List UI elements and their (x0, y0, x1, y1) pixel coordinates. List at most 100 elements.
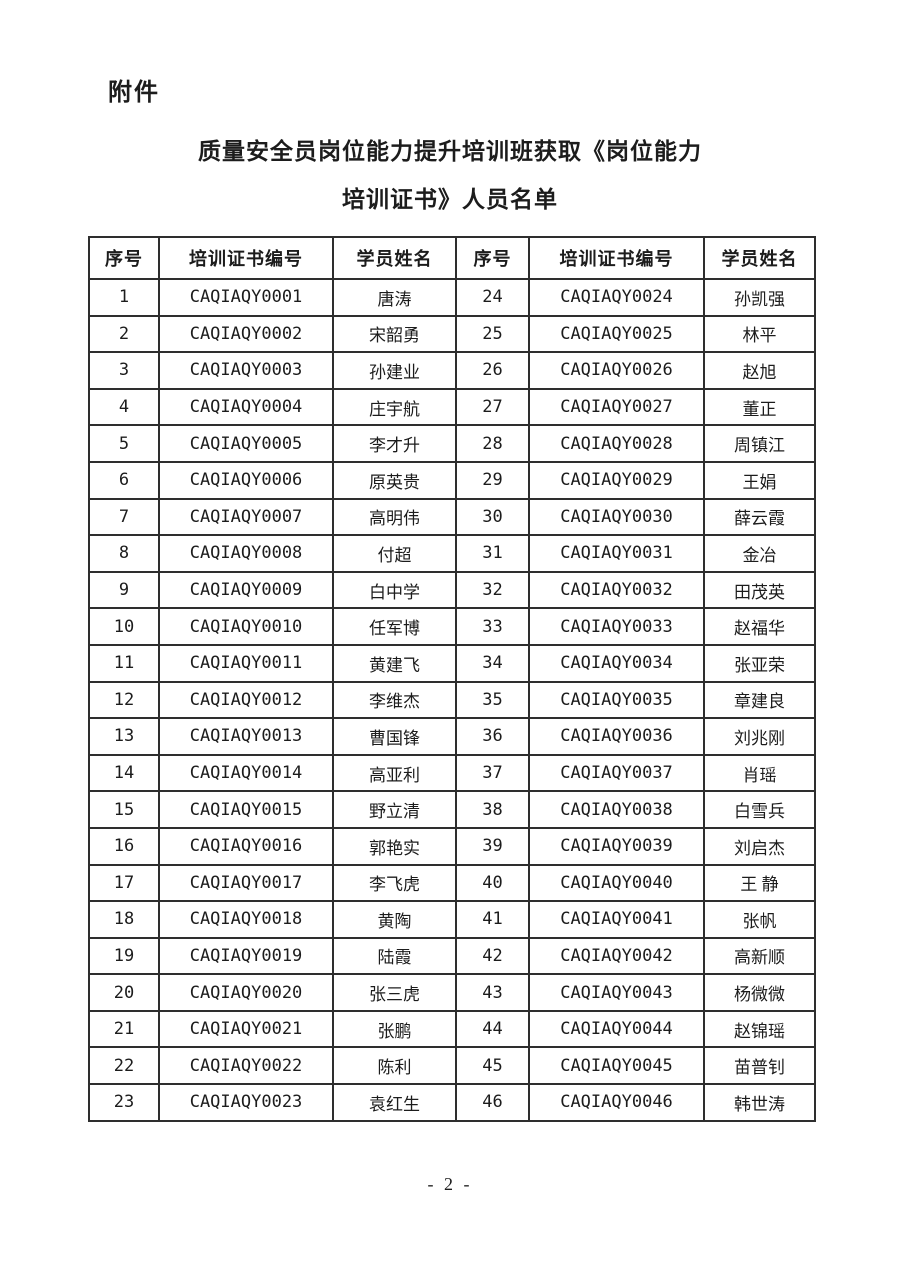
student-name-cell: 黄陶 (332, 900, 457, 939)
certificate-number-cell: CAQIAQY0015 (158, 790, 334, 829)
student-name-cell: 薛云霞 (703, 497, 816, 537)
serial-number-cell: 24 (455, 278, 530, 317)
student-name-cell: 肖瑶 (703, 753, 816, 793)
certificate-roster-table: 序号 培训证书编号 学员姓名 序号 培训证书编号 学员姓名 1 CAQIAQY00… (88, 236, 816, 1122)
certificate-number-cell: CAQIAQY0025 (528, 314, 705, 354)
certificate-number-cell: CAQIAQY0046 (528, 1083, 705, 1122)
student-name-cell: 赵旭 (703, 351, 816, 390)
student-name-cell: 陆霞 (332, 936, 457, 976)
student-name-cell: 韩世涛 (703, 1083, 816, 1122)
serial-number-cell: 3 (88, 351, 160, 390)
student-name-cell: 张亚荣 (703, 643, 816, 683)
certificate-number-cell: CAQIAQY0029 (528, 460, 705, 500)
student-name-cell: 高明伟 (332, 497, 457, 537)
serial-number-cell: 34 (455, 643, 530, 683)
certificate-number-cell: CAQIAQY0038 (528, 790, 705, 829)
table-header-row: 序号 培训证书编号 学员姓名 序号 培训证书编号 学员姓名 (88, 236, 816, 280)
student-name-cell: 唐涛 (332, 278, 457, 317)
serial-number-cell: 39 (455, 826, 530, 866)
certificate-number-cell: CAQIAQY0005 (158, 424, 334, 463)
serial-number-cell: 17 (88, 863, 160, 903)
certificate-number-cell: CAQIAQY0041 (528, 900, 705, 939)
student-name-cell: 李飞虎 (332, 863, 457, 903)
table-row: 16 CAQIAQY0016 郭艳实 39 CAQIAQY0039 刘启杰 (88, 826, 816, 866)
student-name-cell: 李才升 (332, 424, 457, 463)
serial-number-cell: 9 (88, 570, 160, 610)
serial-number-cell: 6 (88, 460, 160, 500)
serial-number-cell: 10 (88, 607, 160, 646)
student-name-cell: 白中学 (332, 570, 457, 610)
table-row: 6 CAQIAQY0006 原英贵 29 CAQIAQY0029 王娟 (88, 460, 816, 500)
certificate-number-cell: CAQIAQY0014 (158, 753, 334, 793)
document-title-line1: 质量安全员岗位能力提升培训班获取《岗位能力 (198, 138, 702, 164)
table-row: 17 CAQIAQY0017 李飞虎 40 CAQIAQY0040 王 静 (88, 863, 816, 903)
serial-number-cell: 33 (455, 607, 530, 646)
serial-number-cell: 44 (455, 1009, 530, 1049)
serial-number-cell: 45 (455, 1046, 530, 1086)
student-name-cell: 庄宇航 (332, 387, 457, 427)
certificate-number-cell: CAQIAQY0023 (158, 1083, 334, 1122)
certificate-number-cell: CAQIAQY0044 (528, 1009, 705, 1049)
serial-number-cell: 13 (88, 717, 160, 756)
certificate-number-cell: CAQIAQY0013 (158, 717, 334, 756)
table-row: 14 CAQIAQY0014 高亚利 37 CAQIAQY0037 肖瑶 (88, 753, 816, 793)
serial-number-cell: 38 (455, 790, 530, 829)
student-name-cell: 王娟 (703, 460, 816, 500)
serial-number-cell: 32 (455, 570, 530, 610)
student-name-cell: 周镇江 (703, 424, 816, 463)
certificate-number-cell: CAQIAQY0028 (528, 424, 705, 463)
table-row: 18 CAQIAQY0018 黄陶 41 CAQIAQY0041 张帆 (88, 900, 816, 939)
student-name-cell: 赵福华 (703, 607, 816, 646)
table-row: 4 CAQIAQY0004 庄宇航 27 CAQIAQY0027 董正 (88, 387, 816, 427)
table-row: 15 CAQIAQY0015 野立清 38 CAQIAQY0038 白雪兵 (88, 790, 816, 829)
attachment-label: 附件 (108, 79, 160, 106)
student-name-cell: 李维杰 (332, 680, 457, 720)
serial-number-cell: 7 (88, 497, 160, 537)
student-name-cell: 王 静 (703, 863, 816, 903)
header-serial-right: 序号 (455, 236, 530, 280)
certificate-number-cell: CAQIAQY0039 (528, 826, 705, 866)
table-row: 2 CAQIAQY0002 宋韶勇 25 CAQIAQY0025 林平 (88, 314, 816, 354)
student-name-cell: 孙凯强 (703, 278, 816, 317)
certificate-number-cell: CAQIAQY0007 (158, 497, 334, 537)
certificate-number-cell: CAQIAQY0004 (158, 387, 334, 427)
serial-number-cell: 16 (88, 826, 160, 866)
student-name-cell: 陈利 (332, 1046, 457, 1086)
certificate-number-cell: CAQIAQY0008 (158, 534, 334, 573)
header-serial-left: 序号 (88, 236, 160, 280)
serial-number-cell: 30 (455, 497, 530, 537)
serial-number-cell: 21 (88, 1009, 160, 1049)
certificate-number-cell: CAQIAQY0035 (528, 680, 705, 720)
page-number: - 2 - (427, 1174, 473, 1194)
table-row: 3 CAQIAQY0003 孙建业 26 CAQIAQY0026 赵旭 (88, 351, 816, 390)
certificate-number-cell: CAQIAQY0034 (528, 643, 705, 683)
serial-number-cell: 12 (88, 680, 160, 720)
certificate-number-cell: CAQIAQY0031 (528, 534, 705, 573)
student-name-cell: 章建良 (703, 680, 816, 720)
student-name-cell: 野立清 (332, 790, 457, 829)
table-row: 13 CAQIAQY0013 曹国锋 36 CAQIAQY0036 刘兆刚 (88, 717, 816, 756)
serial-number-cell: 31 (455, 534, 530, 573)
certificate-number-cell: CAQIAQY0032 (528, 570, 705, 610)
student-name-cell: 袁红生 (332, 1083, 457, 1122)
student-name-cell: 原英贵 (332, 460, 457, 500)
serial-number-cell: 28 (455, 424, 530, 463)
certificate-number-cell: CAQIAQY0024 (528, 278, 705, 317)
certificate-number-cell: CAQIAQY0043 (528, 973, 705, 1012)
student-name-cell: 任军博 (332, 607, 457, 646)
certificate-number-cell: CAQIAQY0009 (158, 570, 334, 610)
student-name-cell: 张三虎 (332, 973, 457, 1012)
certificate-number-cell: CAQIAQY0021 (158, 1009, 334, 1049)
certificate-number-cell: CAQIAQY0010 (158, 607, 334, 646)
serial-number-cell: 37 (455, 753, 530, 793)
certificate-number-cell: CAQIAQY0016 (158, 826, 334, 866)
table-row: 23 CAQIAQY0023 袁红生 46 CAQIAQY0046 韩世涛 (88, 1083, 816, 1122)
student-name-cell: 赵锦瑶 (703, 1009, 816, 1049)
student-name-cell: 曹国锋 (332, 717, 457, 756)
student-name-cell: 付超 (332, 534, 457, 573)
table-body: 1 CAQIAQY0001 唐涛 24 CAQIAQY0024 孙凯强 2 CAQIAQY00… (88, 278, 816, 1122)
table-row: 21 CAQIAQY0021 张鹏 44 CAQIAQY0044 赵锦瑶 (88, 1009, 816, 1049)
serial-number-cell: 27 (455, 387, 530, 427)
serial-number-cell: 5 (88, 424, 160, 463)
